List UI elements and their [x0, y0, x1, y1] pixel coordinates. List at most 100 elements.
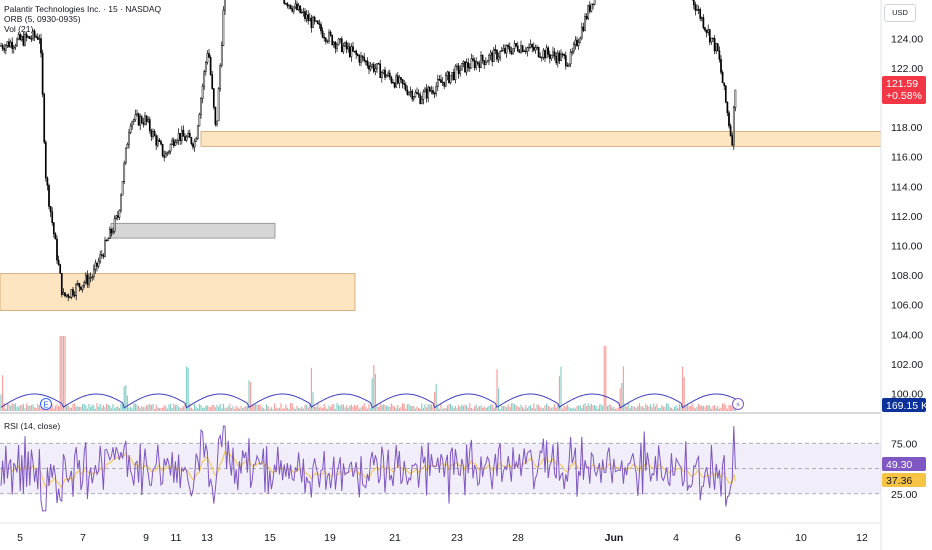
- axis-badges: 121.59+0.58% 169.15 K 49.30 37.36: [882, 76, 928, 487]
- volume-bar: [480, 405, 482, 411]
- candle-body: [526, 47, 529, 52]
- volume-bar: [646, 405, 648, 411]
- candle-body: [299, 5, 302, 14]
- volume-bar: [221, 408, 223, 411]
- time-tick-label: 9: [143, 532, 149, 544]
- volume-bar: [51, 404, 53, 411]
- currency-button[interactable]: USD: [884, 4, 916, 22]
- candle-body: [545, 47, 548, 59]
- candle-body: [500, 50, 503, 52]
- volume-layer: [0, 336, 736, 411]
- volume-bar: [179, 407, 181, 411]
- candle-body: [32, 30, 34, 39]
- volume-bar: [642, 406, 644, 411]
- orb-indicator-label[interactable]: ORB (5, 0930-0935): [4, 14, 81, 24]
- candle-body: [52, 222, 55, 234]
- volume-bar: [344, 407, 346, 411]
- candle-body: [89, 277, 92, 279]
- candle-body: [580, 26, 583, 39]
- candle-body: [200, 98, 202, 115]
- candle-body: [718, 50, 721, 60]
- rsi-badge-text: 49.30: [886, 459, 912, 471]
- volume-bar: [120, 403, 122, 411]
- candle-body: [28, 36, 31, 39]
- volume-bar: [8, 404, 10, 411]
- candle-body: [555, 55, 558, 64]
- volume-bar: [98, 406, 100, 411]
- volume-bar: [555, 407, 557, 411]
- candle-body: [590, 3, 593, 12]
- candle-body: [380, 72, 383, 79]
- time-axis[interactable]: 5 7 9 11 13 15 19 21 23 28 Jun 4 6 10 12: [17, 532, 868, 544]
- candle-body: [332, 41, 335, 46]
- candle-body: [174, 142, 177, 146]
- candle-body: [372, 64, 375, 72]
- candle-body: [494, 49, 497, 51]
- candle-body: [291, 8, 294, 12]
- volume-bar: [334, 408, 336, 411]
- candle-body: [38, 38, 41, 40]
- volume-bar: [496, 369, 498, 411]
- rsi-pane: [0, 425, 881, 512]
- volume-bar: [632, 406, 634, 411]
- volume-bar: [416, 406, 418, 411]
- price-tick-label: 112.00: [891, 211, 922, 223]
- candle-body: [558, 52, 561, 61]
- candle-body: [521, 45, 524, 52]
- volume-bar: [346, 405, 348, 411]
- volume-bar: [219, 404, 221, 411]
- candle-body: [337, 38, 340, 46]
- candle-body: [577, 42, 580, 46]
- event-markers[interactable]: E ⚡: [40, 398, 744, 410]
- candle-body: [164, 153, 167, 158]
- candle-body: [102, 254, 105, 257]
- candle-body: [147, 119, 150, 122]
- volume-indicator-label[interactable]: Vol (21): [4, 24, 34, 34]
- volume-bar: [307, 407, 309, 411]
- candle-body: [324, 37, 327, 42]
- earnings-label: E: [43, 401, 48, 410]
- volume-bar: [264, 408, 266, 411]
- candle-body: [25, 33, 28, 38]
- candle-body: [286, 3, 289, 7]
- volume-bar: [683, 377, 685, 411]
- volume-bar: [395, 408, 397, 411]
- volume-bar: [410, 406, 412, 411]
- volume-bar: [720, 407, 722, 411]
- candle-body: [297, 5, 300, 11]
- candle-body: [468, 67, 471, 69]
- volume-bar: [238, 408, 240, 411]
- volume-bar: [162, 407, 164, 411]
- volume-bar: [454, 405, 456, 411]
- rsi-line: [0, 425, 736, 512]
- volume-bar: [621, 382, 623, 411]
- volume-bar: [262, 408, 264, 411]
- candle-body: [139, 116, 142, 126]
- candle-body: [425, 88, 428, 99]
- candle-body: [220, 45, 223, 66]
- rsi-legend[interactable]: RSI (14, close): [4, 421, 61, 431]
- volume-bar: [696, 406, 698, 411]
- candle-body: [33, 30, 36, 38]
- volume-bar: [509, 407, 511, 411]
- volume-bar: [266, 404, 268, 411]
- volume-bar: [376, 404, 378, 411]
- candle-body: [144, 115, 146, 125]
- volume-bar: [328, 405, 330, 411]
- candle-body: [408, 92, 410, 95]
- volume-bar: [235, 406, 237, 411]
- volume-bar: [654, 406, 656, 411]
- candle-body: [177, 132, 180, 141]
- volume-bar: [181, 407, 183, 411]
- candle-body: [481, 54, 484, 61]
- volume-ma-line: [0, 393, 736, 409]
- symbol-title[interactable]: Palantir Technologies Inc. · 15 · NASDAQ: [4, 4, 162, 14]
- volume-bar: [570, 408, 572, 411]
- volume-bar: [637, 405, 639, 411]
- candle-body: [385, 75, 388, 78]
- volume-bar: [254, 404, 256, 411]
- candle-body: [51, 211, 54, 223]
- volume-bar: [557, 404, 559, 411]
- volume-bar: [3, 403, 5, 411]
